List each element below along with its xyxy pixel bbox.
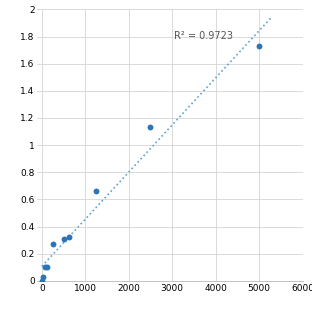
Point — [61, 236, 66, 241]
Point — [41, 274, 46, 279]
Point — [257, 43, 262, 48]
Point — [148, 125, 153, 130]
Point — [94, 188, 99, 193]
Text: R² = 0.9723: R² = 0.9723 — [174, 31, 233, 41]
Point — [66, 235, 71, 240]
Point — [39, 278, 44, 283]
Point — [45, 265, 50, 270]
Point — [42, 265, 47, 270]
Point — [50, 242, 55, 247]
